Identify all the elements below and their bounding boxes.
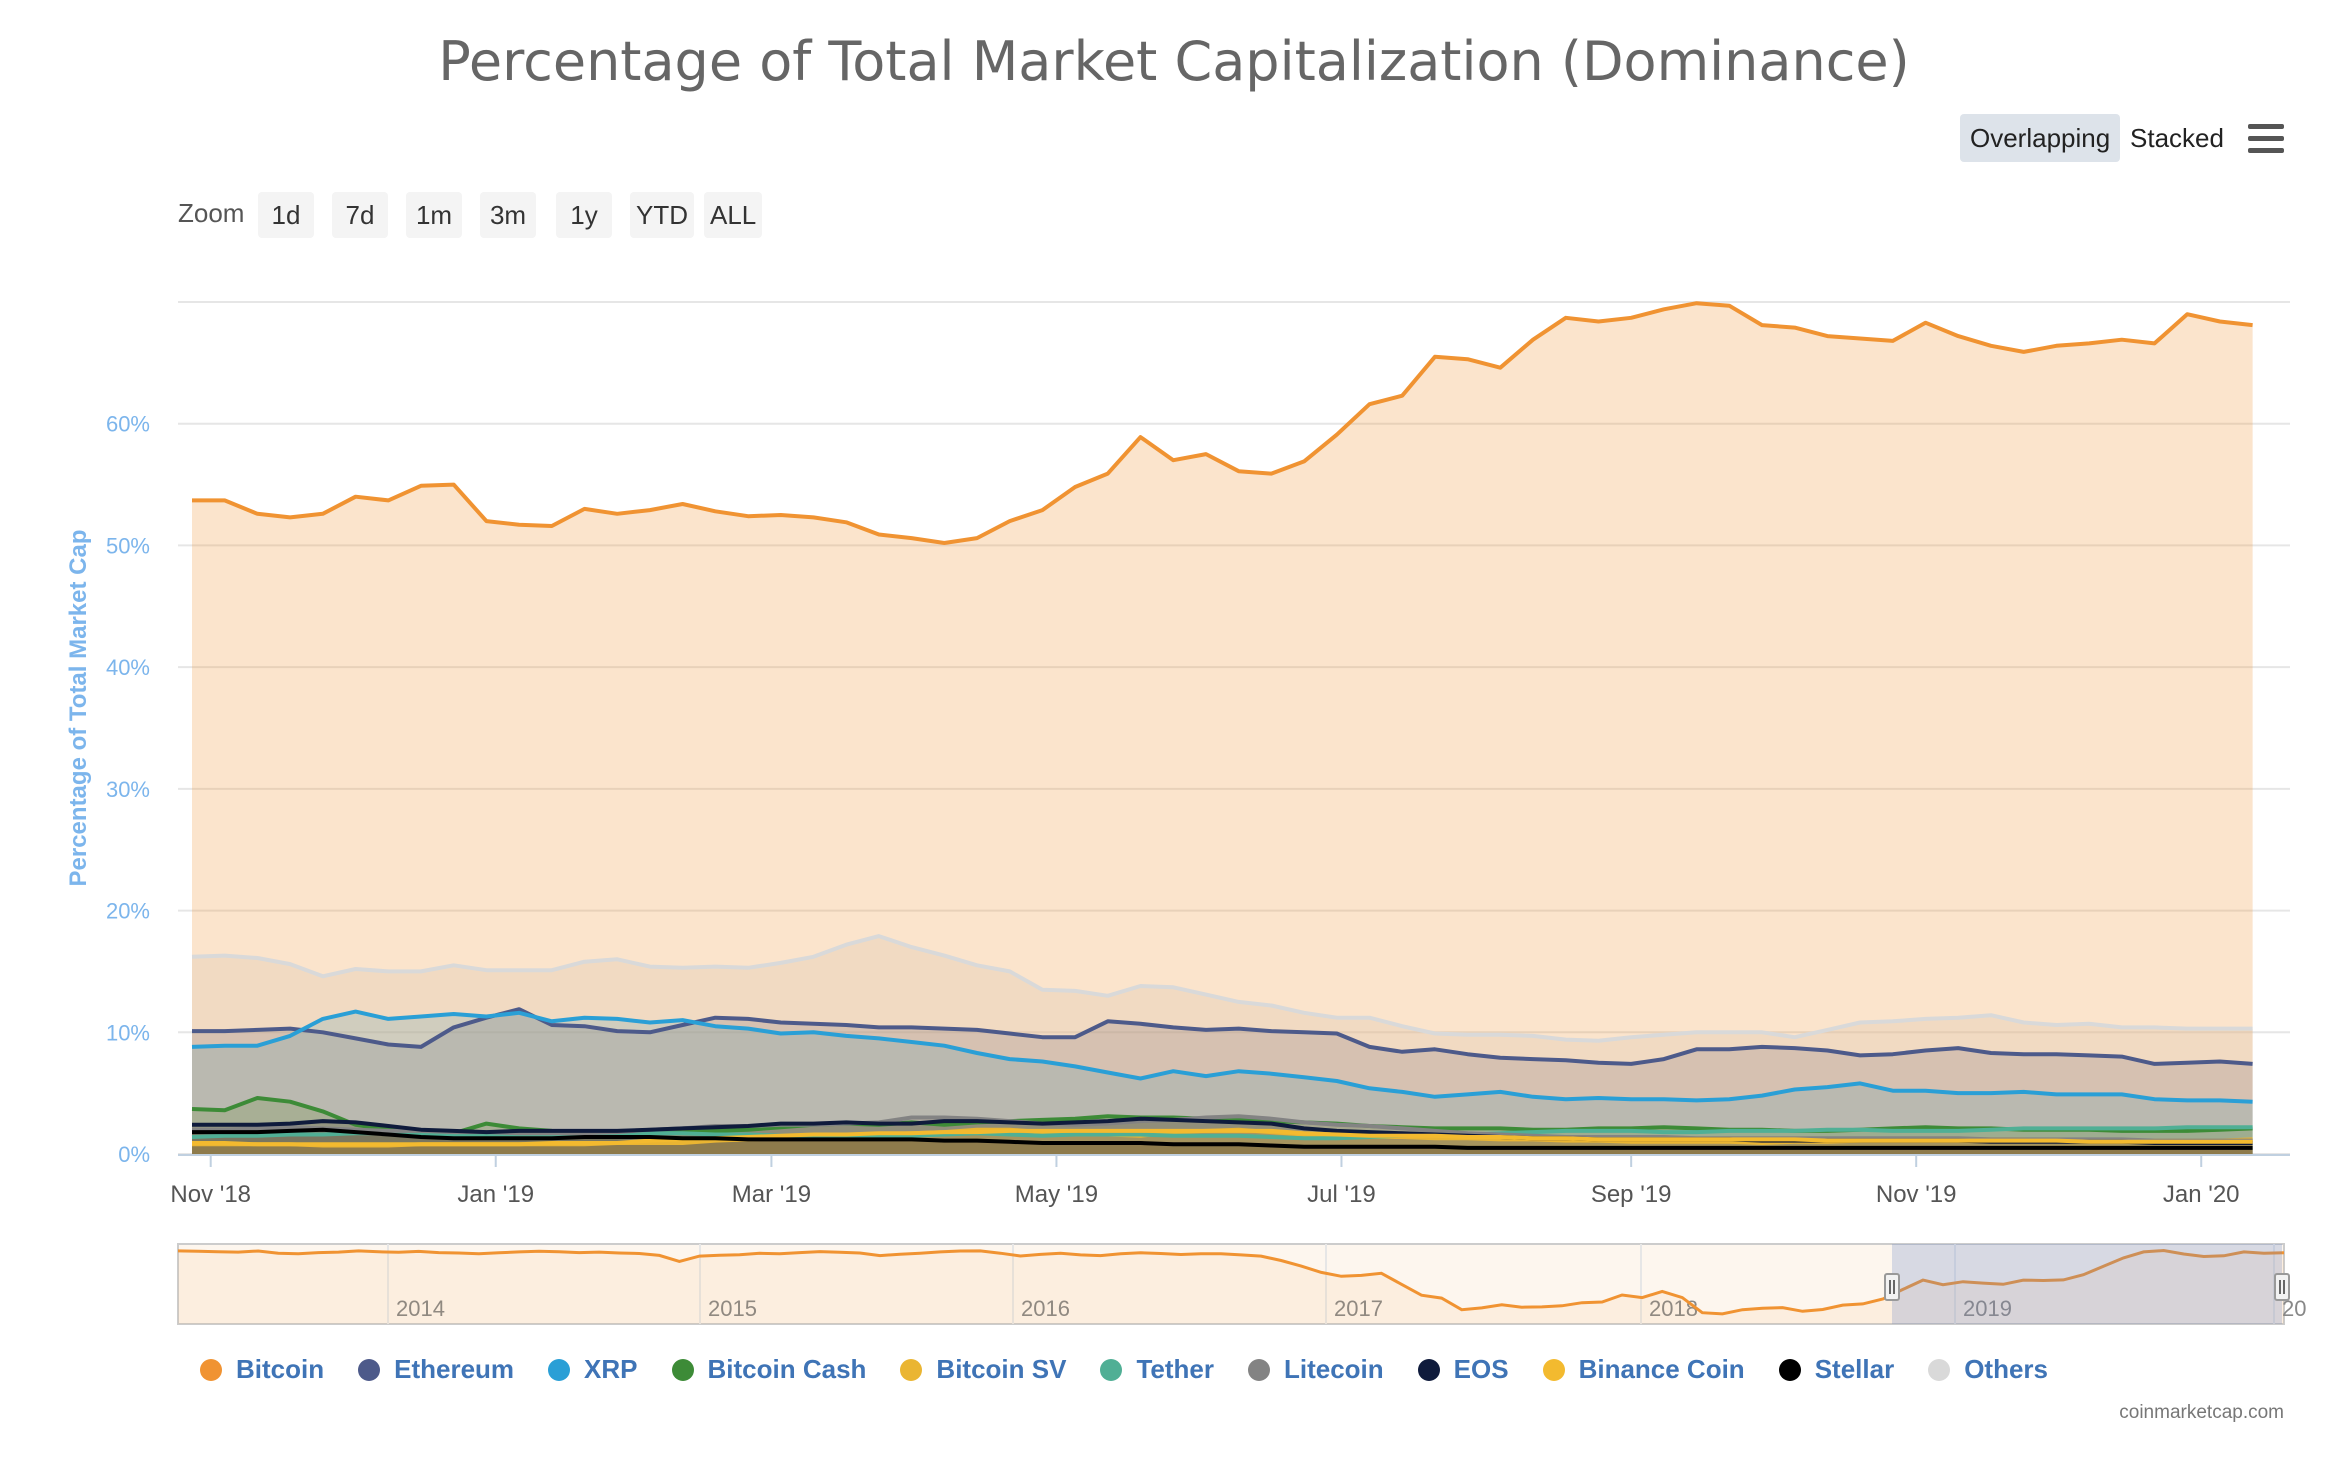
y-tick-label: 30% bbox=[106, 777, 150, 802]
legend-item-ethereum[interactable]: Ethereum bbox=[358, 1354, 514, 1385]
legend-label: Bitcoin bbox=[236, 1354, 325, 1384]
legend-item-tether[interactable]: Tether bbox=[1100, 1354, 1214, 1385]
x-tick-label: Jan '19 bbox=[457, 1181, 534, 1208]
legend-item-stellar[interactable]: Stellar bbox=[1778, 1354, 1895, 1385]
legend-marker-icon bbox=[1778, 1359, 1801, 1381]
legend-label: XRP bbox=[584, 1354, 638, 1384]
legend-marker-icon bbox=[900, 1359, 923, 1381]
navigator-right-handle[interactable] bbox=[2274, 1273, 2290, 1301]
legend-marker-icon bbox=[1100, 1359, 1123, 1381]
zoom-1d-button[interactable]: 1d bbox=[258, 192, 314, 238]
navigator-line bbox=[177, 1248, 2285, 1316]
zoom-1y-button[interactable]: 1y bbox=[556, 192, 612, 238]
y-tick-label: 60% bbox=[106, 412, 150, 437]
legend-label: EOS bbox=[1453, 1354, 1509, 1384]
navigator-year-label: 2014 bbox=[396, 1296, 445, 1321]
navigator-area bbox=[178, 1250, 2284, 1324]
xrp-area bbox=[192, 1011, 2253, 1154]
legend-label: Stellar bbox=[1814, 1354, 1895, 1384]
y-axis-title: Percentage of Total Market Cap bbox=[65, 530, 92, 887]
zoom-1m-button[interactable]: 1m bbox=[406, 192, 462, 238]
y-tick-label: 10% bbox=[106, 1020, 150, 1045]
legend-label: Bitcoin Cash bbox=[707, 1354, 867, 1384]
legend-label: Bitcoin SV bbox=[936, 1354, 1067, 1384]
bitcoin-line bbox=[192, 301, 2253, 545]
navigator-year-label: 2018 bbox=[1649, 1296, 1698, 1321]
y-tick-label: 50% bbox=[106, 533, 150, 558]
navigator-year-label: 2017 bbox=[1334, 1296, 1383, 1321]
overlapping-button[interactable]: Overlapping bbox=[1960, 114, 2121, 162]
ethereum-area bbox=[192, 1009, 2253, 1154]
chart-title: Percentage of Total Market Capitalizatio… bbox=[438, 30, 1910, 93]
stacked-button[interactable]: Stacked bbox=[2130, 123, 2224, 153]
legend-item-others[interactable]: Others bbox=[1928, 1354, 2048, 1385]
x-tick-label: Nov '19 bbox=[1876, 1181, 1957, 1208]
legend-marker-icon bbox=[548, 1359, 571, 1381]
zoom-3m-button[interactable]: 3m bbox=[480, 192, 536, 238]
navigator-year-label: 2015 bbox=[708, 1296, 757, 1321]
legend-item-xrp[interactable]: XRP bbox=[548, 1354, 638, 1385]
legend-label: Others bbox=[1964, 1354, 2049, 1384]
legend-marker-icon bbox=[1928, 1359, 1951, 1381]
legend-marker-icon bbox=[1542, 1359, 1565, 1381]
legend-marker-icon bbox=[671, 1359, 694, 1381]
bitcoin-area bbox=[192, 303, 2253, 1154]
navigator-year-label: 2016 bbox=[1021, 1296, 1070, 1321]
handle-box bbox=[2274, 1273, 2290, 1301]
xrp-line bbox=[191, 1009, 2253, 1104]
x-tick-label: Jan '20 bbox=[2163, 1181, 2240, 1208]
x-tick-label: Mar '19 bbox=[732, 1181, 811, 1208]
legend-marker-icon bbox=[1247, 1359, 1270, 1381]
legend-item-eos[interactable]: EOS bbox=[1417, 1354, 1509, 1385]
handle-box bbox=[1884, 1273, 1900, 1301]
zoom-label: Zoom bbox=[178, 198, 245, 228]
navigator-background bbox=[177, 1243, 2285, 1325]
navigator-year-label: 2019 bbox=[1963, 1296, 2012, 1321]
legend-item-litecoin[interactable]: Litecoin bbox=[1247, 1354, 1384, 1385]
legend-item-bitcoin-sv[interactable]: Bitcoin SV bbox=[900, 1354, 1066, 1385]
x-tick-label: May '19 bbox=[1015, 1181, 1098, 1208]
x-tick-label: Nov '18 bbox=[170, 1181, 251, 1208]
legend-marker-icon bbox=[358, 1359, 381, 1381]
legend: Bitcoin Ethereum XRP Bitcoin Cash Bitcoin SV… bbox=[200, 1354, 2082, 1394]
x-tick-label: Jul '19 bbox=[1307, 1181, 1376, 1208]
x-tick-label: Sep '19 bbox=[1591, 1181, 1672, 1208]
legend-item-bitcoin-cash[interactable]: Bitcoin Cash bbox=[671, 1354, 867, 1385]
legend-marker-icon bbox=[200, 1359, 222, 1381]
stellar-line bbox=[192, 1127, 2253, 1150]
legend-label: Ethereum bbox=[394, 1354, 515, 1384]
litecoin-line bbox=[192, 1114, 2253, 1143]
zoom-all-button[interactable]: ALL bbox=[704, 192, 763, 238]
navigator-left-handle[interactable] bbox=[1884, 1273, 1900, 1301]
binance-coin-line bbox=[192, 1128, 2253, 1147]
legend-label: Litecoin bbox=[1283, 1354, 1384, 1384]
y-tick-label: 20% bbox=[106, 899, 150, 924]
legend-item-bitcoin[interactable]: Bitcoin bbox=[200, 1354, 324, 1385]
y-tick-label: 0% bbox=[118, 1142, 150, 1167]
zoom-ytd-button[interactable]: YTD bbox=[630, 192, 694, 238]
credits-link[interactable]: coinmarketcap.com bbox=[2119, 1402, 2284, 1423]
legend-label: Tether bbox=[1136, 1354, 1214, 1384]
y-tick-label: 40% bbox=[106, 655, 150, 680]
navigator-selection bbox=[1892, 1244, 2282, 1324]
legend-marker-icon bbox=[1417, 1359, 1440, 1381]
zoom-7d-button[interactable]: 7d bbox=[332, 192, 388, 238]
legend-item-binance-coin[interactable]: Binance Coin bbox=[1542, 1354, 1745, 1385]
hamburger-menu-icon[interactable] bbox=[2248, 124, 2284, 154]
legend-label: Binance Coin bbox=[1578, 1354, 1745, 1384]
others-line bbox=[191, 934, 2253, 1043]
